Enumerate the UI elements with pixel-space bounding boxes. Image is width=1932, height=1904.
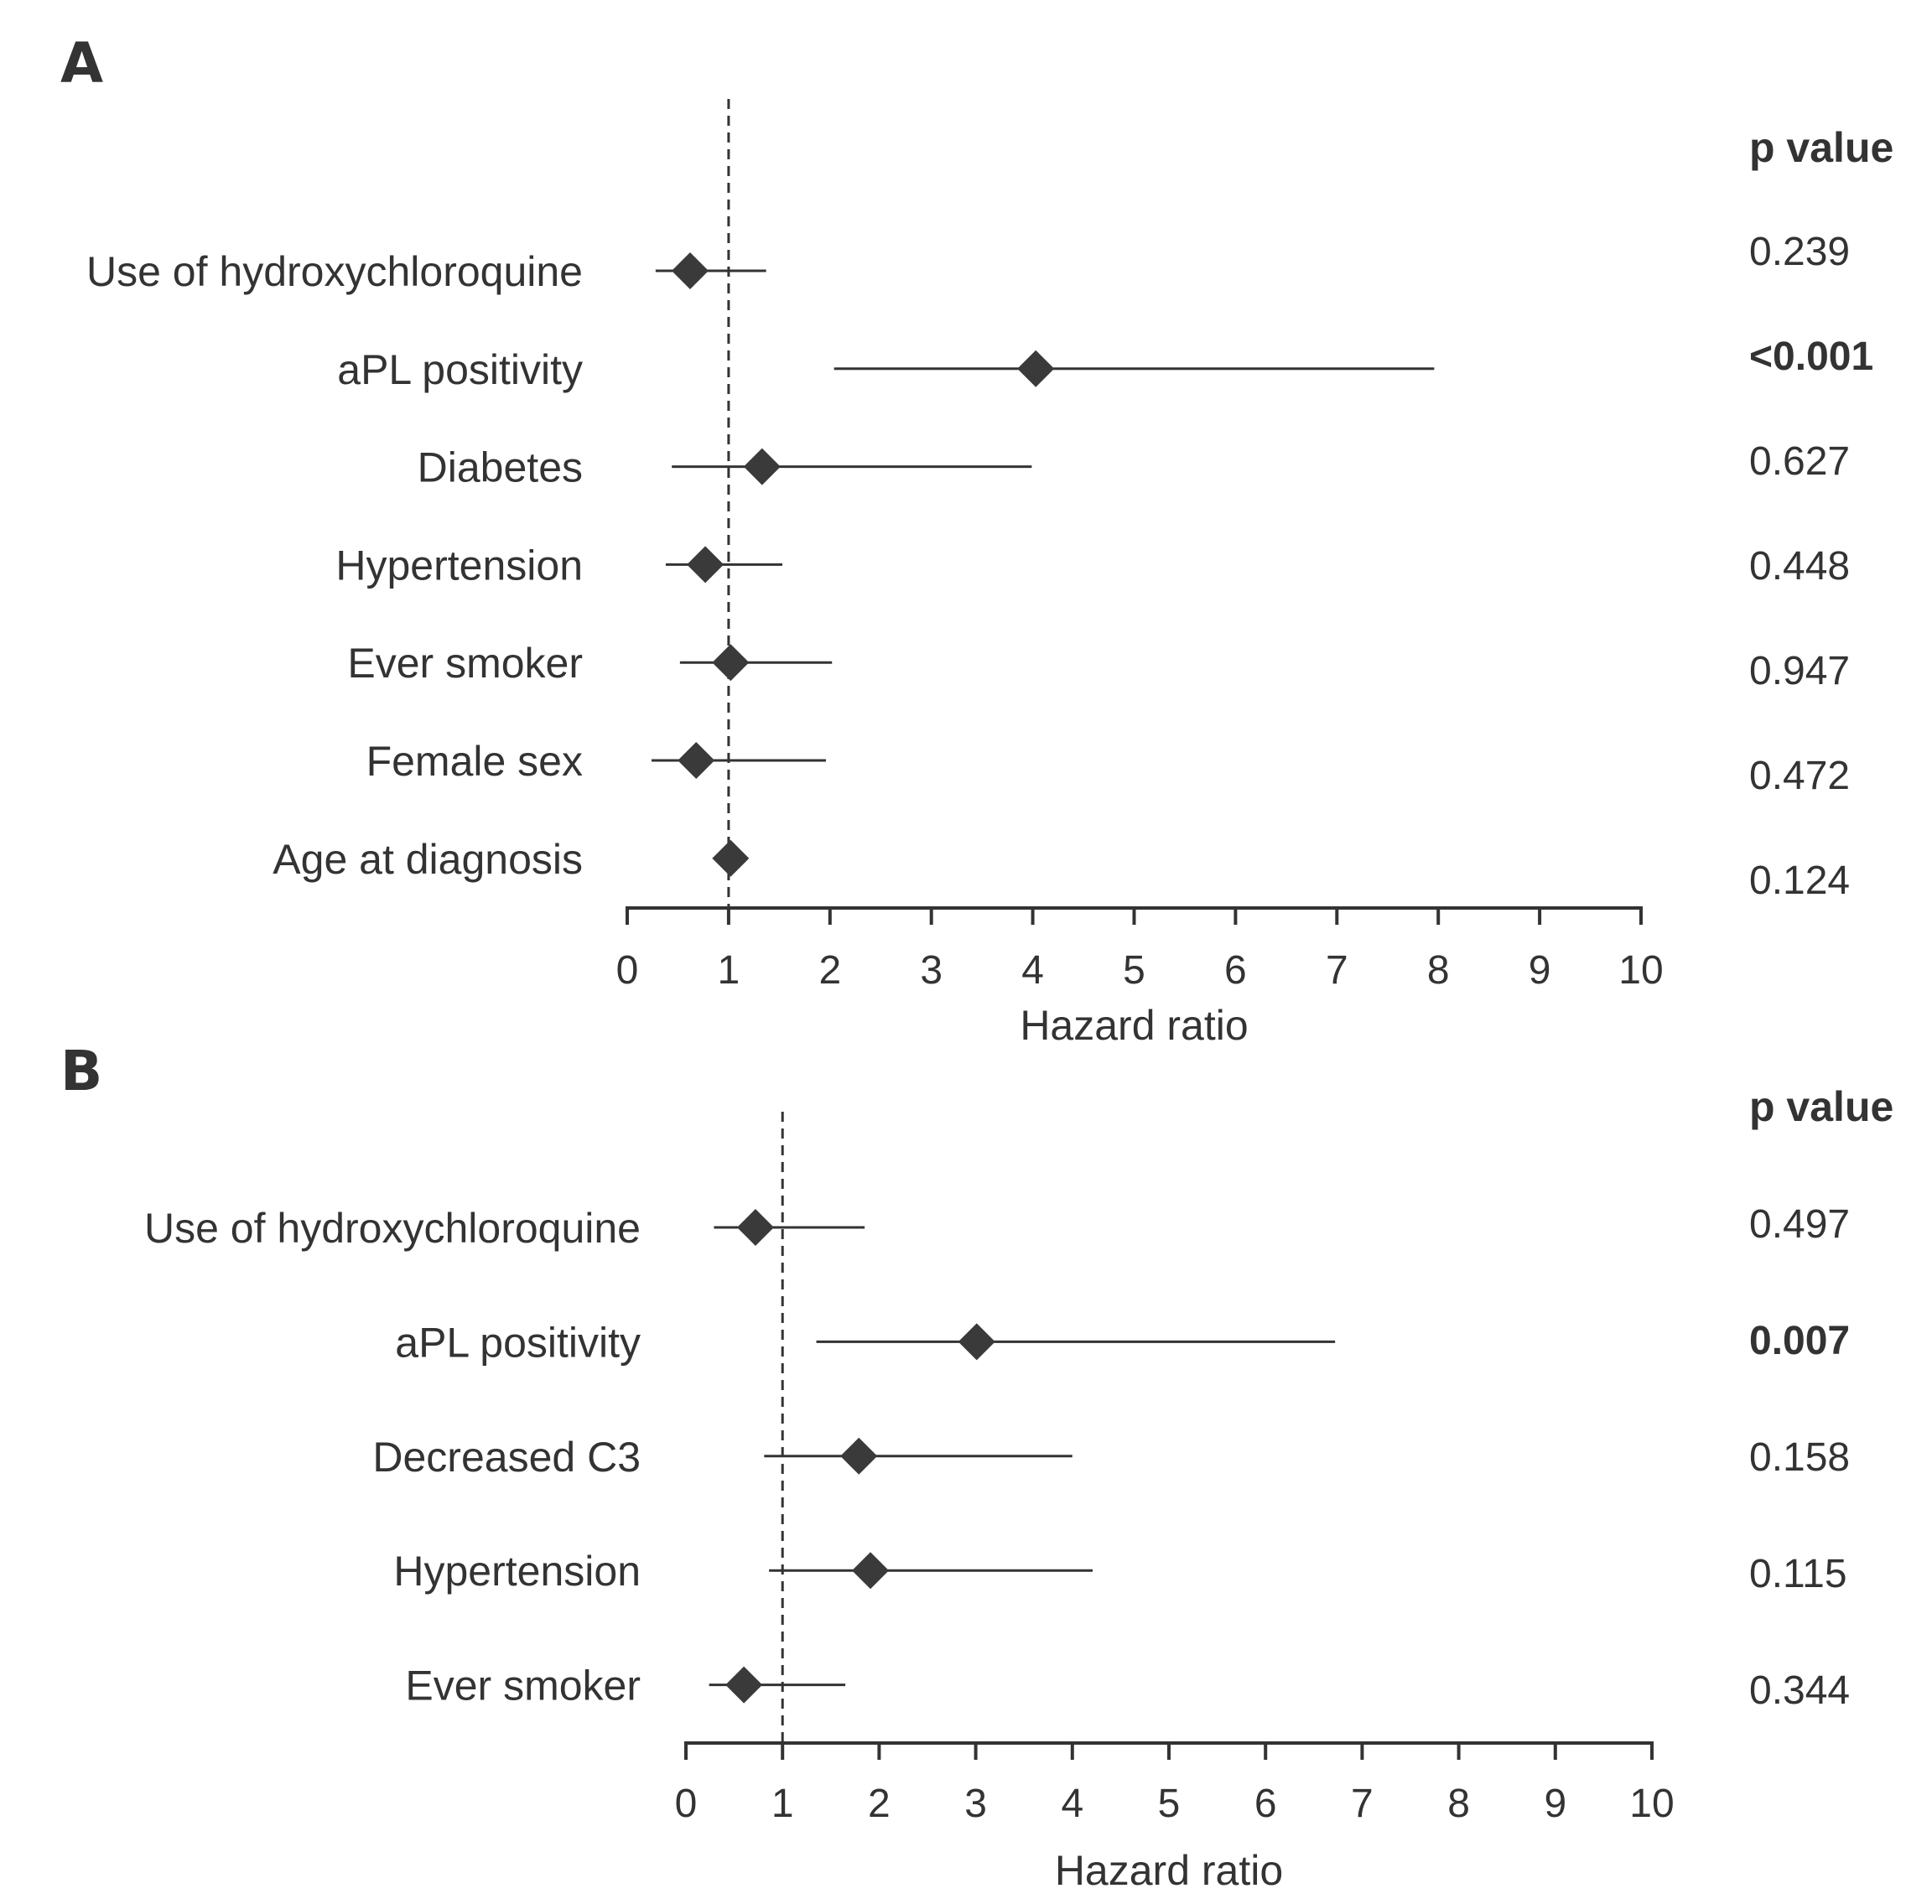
x-tick-label: 7 bbox=[1326, 948, 1348, 993]
x-axis-title: Hazard ratio bbox=[1020, 1002, 1248, 1049]
p-value: <0.001 bbox=[1749, 335, 1873, 379]
panel-b: Bp value 0 1 2 3 4 5 6 7 8 9 10 Hazard ratio Use of h… bbox=[60, 1039, 1893, 1894]
p-value-header: p value bbox=[1749, 1083, 1893, 1130]
x-tick-label: 9 bbox=[1544, 1782, 1566, 1826]
hazard-ratio-point bbox=[712, 839, 750, 877]
x-tick-label: 4 bbox=[1021, 948, 1044, 993]
hazard-ratio-point bbox=[712, 644, 750, 682]
panel-letter: B bbox=[60, 1039, 102, 1103]
row-label: aPL positivity bbox=[395, 1319, 641, 1366]
x-tick-label: 2 bbox=[868, 1782, 891, 1826]
x-tick-label: 8 bbox=[1427, 948, 1450, 993]
x-tick-label: 4 bbox=[1061, 1782, 1083, 1826]
p-value: 0.472 bbox=[1749, 754, 1850, 798]
x-tick-label: 0 bbox=[616, 948, 639, 993]
x-tick-label: 10 bbox=[1618, 948, 1663, 993]
row-label: Female sex bbox=[366, 738, 583, 785]
hazard-ratio-point bbox=[736, 1209, 774, 1246]
hazard-ratio-point bbox=[1017, 350, 1055, 387]
hazard-ratio-point bbox=[687, 546, 724, 584]
p-value: 0.158 bbox=[1749, 1435, 1850, 1480]
row-label: aPL positivity bbox=[337, 346, 583, 393]
hazard-ratio-point bbox=[840, 1437, 878, 1475]
row-label: Ever smoker bbox=[347, 640, 583, 687]
x-tick-label: 2 bbox=[818, 948, 841, 993]
panel-a: Ap value 0 1 2 3 4 5 6 7 8 9 10 Hazard ratio Use of h… bbox=[60, 31, 1893, 1049]
p-value: 0.115 bbox=[1749, 1552, 1847, 1596]
row-label: Hypertension bbox=[393, 1548, 641, 1595]
x-tick-label: 7 bbox=[1351, 1782, 1374, 1826]
hazard-ratio-point bbox=[671, 252, 709, 289]
x-tick-label: 0 bbox=[675, 1782, 698, 1826]
row-label: Ever smoker bbox=[405, 1663, 641, 1709]
p-value: 0.947 bbox=[1749, 649, 1850, 693]
row-label: Age at diagnosis bbox=[273, 836, 583, 883]
row-label: Use of hydroxychloroquine bbox=[86, 248, 583, 295]
hazard-ratio-point bbox=[678, 742, 715, 779]
x-tick-label: 10 bbox=[1629, 1782, 1674, 1826]
x-tick-label: 9 bbox=[1529, 948, 1551, 993]
x-tick-label: 6 bbox=[1224, 948, 1247, 993]
p-value: 0.239 bbox=[1749, 230, 1850, 274]
x-tick-label: 3 bbox=[964, 1782, 987, 1826]
row-label: Hypertension bbox=[335, 542, 583, 589]
x-tick-label: 1 bbox=[771, 1782, 794, 1826]
hazard-ratio-point bbox=[725, 1666, 763, 1704]
x-tick-label: 6 bbox=[1254, 1782, 1277, 1826]
p-value: 0.448 bbox=[1749, 544, 1850, 589]
p-value: 0.627 bbox=[1749, 439, 1850, 484]
x-tick-label: 5 bbox=[1123, 948, 1145, 993]
hazard-ratio-point bbox=[958, 1323, 995, 1361]
panel-letter: A bbox=[60, 31, 103, 96]
hazard-ratio-point bbox=[743, 448, 781, 485]
row-label: Use of hydroxychloroquine bbox=[144, 1205, 641, 1252]
x-axis-title: Hazard ratio bbox=[1055, 1847, 1283, 1894]
p-value: 0.344 bbox=[1749, 1668, 1850, 1713]
row-label: Decreased C3 bbox=[372, 1434, 641, 1481]
p-value: 0.497 bbox=[1749, 1202, 1850, 1247]
row-label: Diabetes bbox=[418, 444, 583, 491]
x-tick-label: 3 bbox=[920, 948, 943, 993]
p-value: 0.124 bbox=[1749, 859, 1850, 903]
p-value: 0.007 bbox=[1749, 1319, 1850, 1363]
x-tick-label: 8 bbox=[1447, 1782, 1470, 1826]
p-value-header: p value bbox=[1749, 124, 1893, 171]
hazard-ratio-point bbox=[852, 1552, 890, 1590]
x-tick-label: 1 bbox=[718, 948, 740, 993]
x-tick-label: 5 bbox=[1158, 1782, 1181, 1826]
